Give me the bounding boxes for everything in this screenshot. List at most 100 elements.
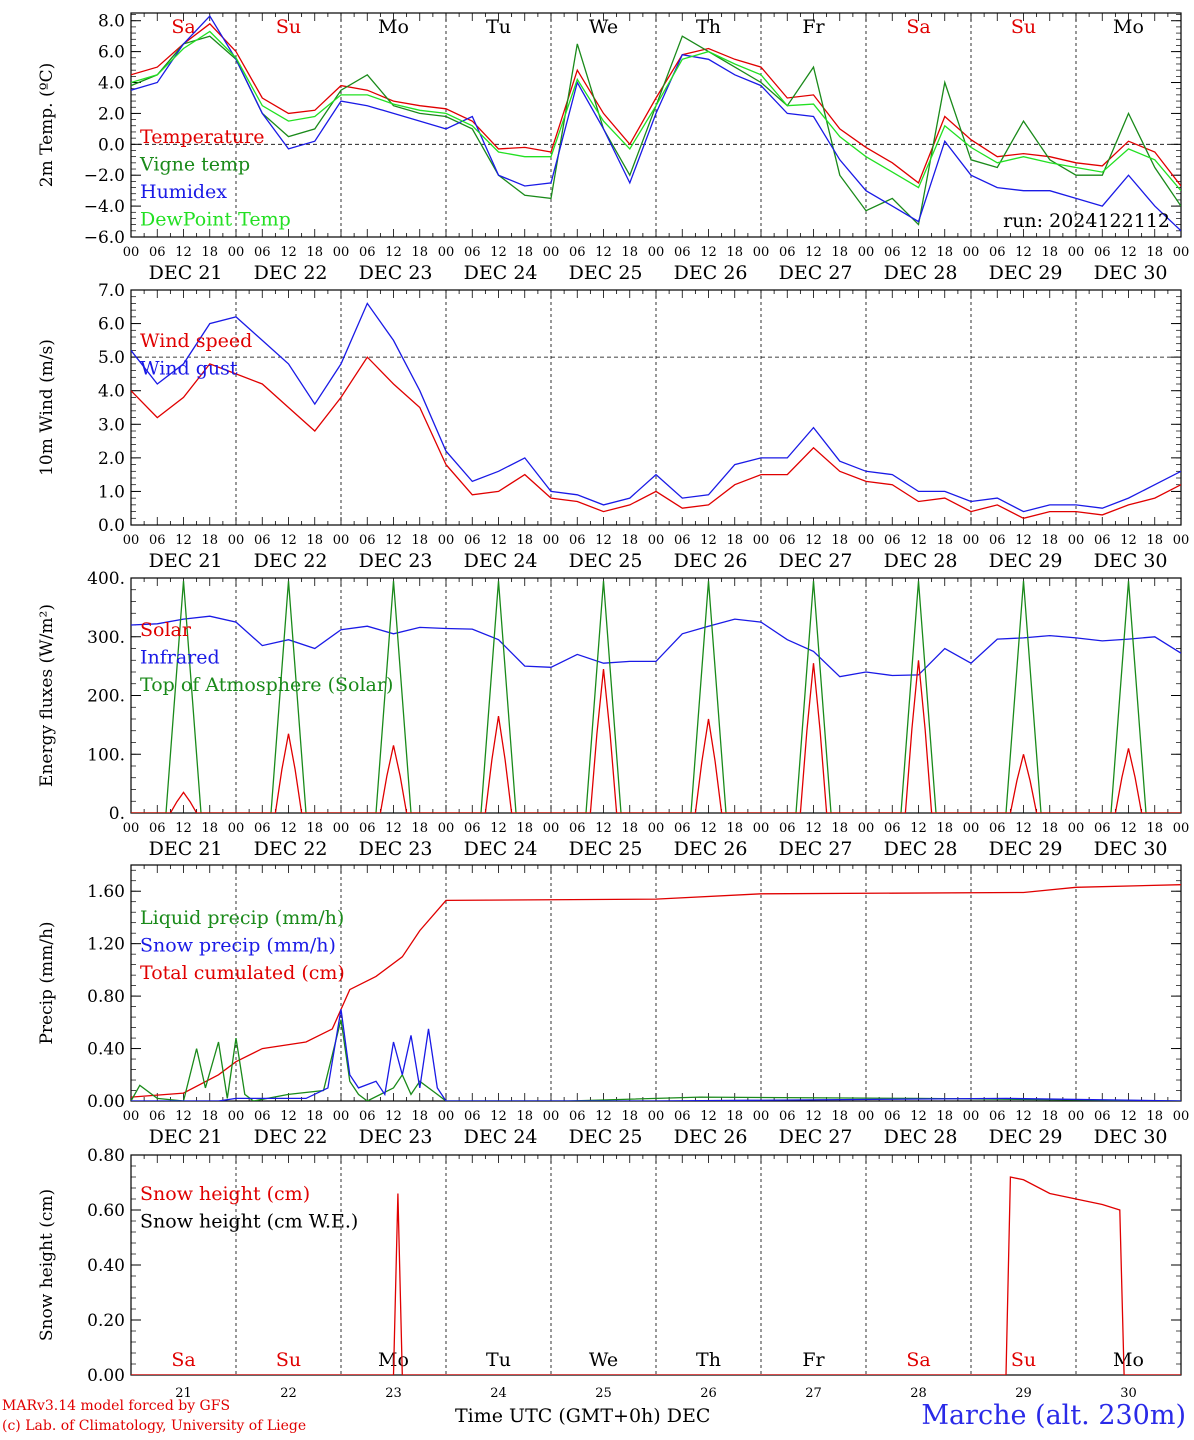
hour-label: 06 (359, 533, 376, 548)
hour-label: 00 (858, 533, 875, 548)
hour-label: 06 (569, 821, 586, 836)
hour-label: 06 (149, 533, 166, 548)
y-tick-label: 2.0 (98, 104, 125, 124)
hour-label: 06 (359, 821, 376, 836)
hour-label: 00 (648, 533, 665, 548)
hour-label: 06 (779, 1109, 796, 1124)
hour-label: 00 (858, 1109, 875, 1124)
hour-label: 18 (936, 821, 953, 836)
hour-label: 00 (228, 245, 245, 260)
y-tick-label: 0.80 (87, 987, 125, 1007)
y-tick-label: 4.0 (98, 382, 125, 402)
y-tick-label: 0.60 (87, 1201, 125, 1221)
panel-snow: 0.00 0.20 0.40 0.60 0.80 Snow height (cm) Sa Su… (37, 1146, 1182, 1401)
day-name: Mo (1113, 1349, 1144, 1371)
hour-label: 00 (963, 245, 980, 260)
hour-label: 00 (438, 821, 455, 836)
date-label: DEC 29 (989, 262, 1063, 284)
panel-temperature: −6.0 −4.0 −2.0 0.0 2.0 4.0 6.0 8.0 2m Temp. (ºC)… (37, 12, 1189, 284)
series-line-temperature (131, 22, 1181, 187)
y-tick-label: 5.0 (98, 348, 125, 368)
series-group (131, 302, 1181, 519)
date-label: DEC 25 (569, 838, 643, 860)
hour-label: 18 (1146, 821, 1163, 836)
hour-label: 12 (490, 821, 507, 836)
series-line-solar (131, 660, 1181, 813)
date-label: DEC 26 (674, 550, 748, 572)
hour-label: 12 (595, 245, 612, 260)
hour-label: 06 (674, 1109, 691, 1124)
hour-label: 18 (1146, 1109, 1163, 1124)
hour-label: 06 (779, 821, 796, 836)
date-label: DEC 27 (779, 550, 853, 572)
legend-entry: Snow height (cm) (140, 1183, 310, 1205)
day-name: Sa (171, 16, 195, 38)
hour-label: 12 (910, 533, 927, 548)
hour-label: 00 (123, 821, 140, 836)
hour-label: 12 (175, 1109, 192, 1124)
date-label: DEC 22 (254, 1126, 328, 1148)
series-line-snow-height-cm (131, 1176, 1181, 1375)
hour-label: 00 (438, 533, 455, 548)
hour-label: 18 (1146, 533, 1163, 548)
y-tick-label: −2.0 (84, 166, 125, 186)
series-line-infrared (131, 615, 1181, 678)
hour-label: 18 (831, 533, 848, 548)
series-line-snow-precip-mm-h (131, 1009, 1181, 1101)
hour-label: 12 (910, 1109, 927, 1124)
day-number: 28 (910, 1386, 927, 1401)
series-line-humidex (131, 15, 1181, 232)
hour-label: 18 (201, 821, 218, 836)
x-axis-title: Time UTC (GMT+0h) DEC (455, 1405, 711, 1427)
day-name: Su (276, 1349, 301, 1371)
hour-label: 18 (1041, 533, 1058, 548)
hour-label: 18 (516, 821, 533, 836)
hour-label: 12 (175, 245, 192, 260)
hour-label: 06 (569, 533, 586, 548)
day-number: 25 (595, 1386, 612, 1401)
y-tick-label: 1.20 (87, 935, 125, 955)
date-label: DEC 22 (254, 838, 328, 860)
hour-label: 00 (858, 245, 875, 260)
hour-label: 00 (1068, 245, 1085, 260)
day-number: 29 (1015, 1386, 1032, 1401)
y-tick-label: 8.0 (98, 12, 125, 32)
hour-label: 18 (726, 821, 743, 836)
y-tick-label: 200. (87, 687, 125, 707)
day-number: 30 (1120, 1386, 1137, 1401)
hour-label: 06 (149, 821, 166, 836)
legend-entry: Wind gust (140, 358, 238, 380)
station-name: Marche (alt. 230m) (921, 1400, 1186, 1431)
series-line-wind-speed (131, 356, 1181, 519)
hour-label: 18 (306, 245, 323, 260)
hour-label: 12 (805, 533, 822, 548)
date-label: DEC 28 (884, 838, 958, 860)
hour-label: 12 (385, 533, 402, 548)
hour-label: 18 (936, 1109, 953, 1124)
hour-label: 00 (648, 821, 665, 836)
y-tick-label: 100. (87, 745, 125, 765)
hour-label: 06 (254, 1109, 271, 1124)
hour-label: 18 (621, 821, 638, 836)
y-axis-label: Snow height (cm) (37, 1189, 57, 1341)
date-label: DEC 23 (359, 262, 433, 284)
day-name: Su (1011, 1349, 1036, 1371)
hour-label: 12 (1120, 1109, 1137, 1124)
hour-label: 06 (464, 1109, 481, 1124)
hour-label: 12 (700, 1109, 717, 1124)
hour-label: 00 (123, 533, 140, 548)
hour-label: 18 (411, 245, 428, 260)
hour-label: 18 (411, 821, 428, 836)
hour-label: 00 (753, 1109, 770, 1124)
hour-label: 00 (438, 245, 455, 260)
hour-label: 12 (490, 245, 507, 260)
date-label: DEC 21 (149, 262, 223, 284)
hour-label: 00 (333, 533, 350, 548)
hour-label: 18 (726, 245, 743, 260)
hour-label: 18 (1041, 1109, 1058, 1124)
hour-label: 12 (280, 821, 297, 836)
legend-entry: Solar (140, 619, 192, 641)
hour-label: 12 (805, 1109, 822, 1124)
legend-entry: Infrared (140, 647, 220, 669)
hour-label: 00 (1068, 1109, 1085, 1124)
